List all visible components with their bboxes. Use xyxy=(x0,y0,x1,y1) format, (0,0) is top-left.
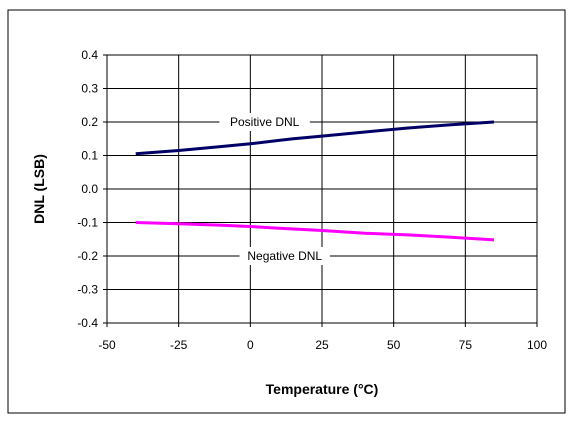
series-label: Negative DNL xyxy=(247,249,322,263)
x-tick-label: 50 xyxy=(387,338,401,352)
x-tick-label: -25 xyxy=(170,338,188,352)
series-line-positive-dnl xyxy=(135,120,495,156)
x-tick-label: 0 xyxy=(247,338,254,352)
series-line-negative-dnl xyxy=(135,221,495,242)
x-tick-label: 100 xyxy=(527,338,547,352)
y-tick-label: 0.2 xyxy=(81,115,98,129)
x-tick-label: 25 xyxy=(315,338,329,352)
annotation-background xyxy=(239,247,330,265)
annotation-background xyxy=(219,113,310,131)
x-tick-label: -50 xyxy=(98,338,116,352)
y-tick-label: 0.1 xyxy=(81,149,98,163)
series-label: Positive DNL xyxy=(230,115,300,129)
chart-frame xyxy=(7,9,566,414)
x-axis-title: Temperature (°C) xyxy=(266,381,379,397)
y-tick-label: 0.3 xyxy=(81,82,98,96)
x-tick-label: 75 xyxy=(459,338,473,352)
y-tick-label: 0.4 xyxy=(81,48,98,62)
y-tick-label: -0.2 xyxy=(77,249,98,263)
y-tick-label: 0.0 xyxy=(81,182,98,196)
y-tick-label: -0.1 xyxy=(77,216,98,230)
y-tick-label: -0.3 xyxy=(77,283,98,297)
y-axis-ticks: 0.4 0.3 0.2 0.1 0.0 -0.1 -0.2 -0.3 -0.4 xyxy=(77,48,107,330)
series-layer xyxy=(135,120,495,242)
y-axis-title: DNL (LSB) xyxy=(31,154,47,224)
annotations: Positive DNL Negative DNL xyxy=(219,113,330,265)
x-axis-ticks: -50 -25 0 25 50 75 100 xyxy=(98,323,547,352)
y-tick-label: -0.4 xyxy=(77,316,98,330)
